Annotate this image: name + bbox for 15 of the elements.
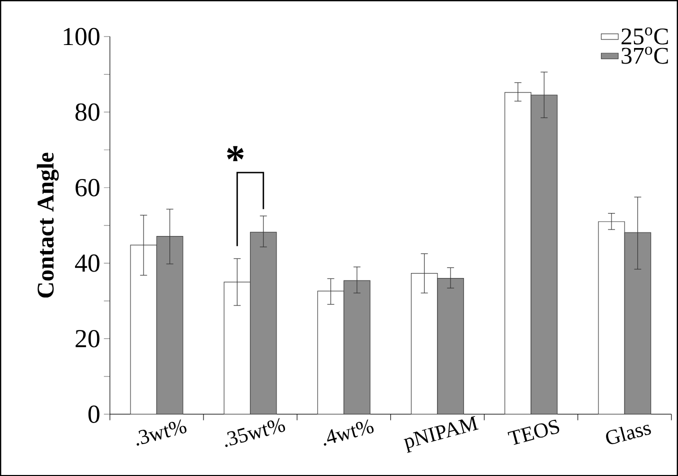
x-tick-label: .3wt% xyxy=(136,419,186,446)
annotation: * xyxy=(227,146,244,162)
y-tick-label: 20 xyxy=(76,330,100,348)
y-tick-label: 80 xyxy=(76,103,100,121)
x-tick-label: Glass xyxy=(606,424,651,444)
legend-label: 37$^{o}$C xyxy=(622,46,668,64)
y-tick-label: 40 xyxy=(75,254,100,272)
y-tick-label: 100 xyxy=(64,28,100,46)
y-tick-label: 60 xyxy=(76,178,100,196)
x-tick-label: .35wt% xyxy=(225,418,286,447)
legend-label: 25$^{o}$C xyxy=(622,27,668,44)
y-tick-label: 0 xyxy=(88,405,100,423)
x-tick-label: TEOS xyxy=(508,420,560,445)
y-axis-title: Contact Angle xyxy=(36,152,59,298)
x-tick-label: .4wt% xyxy=(324,419,374,446)
